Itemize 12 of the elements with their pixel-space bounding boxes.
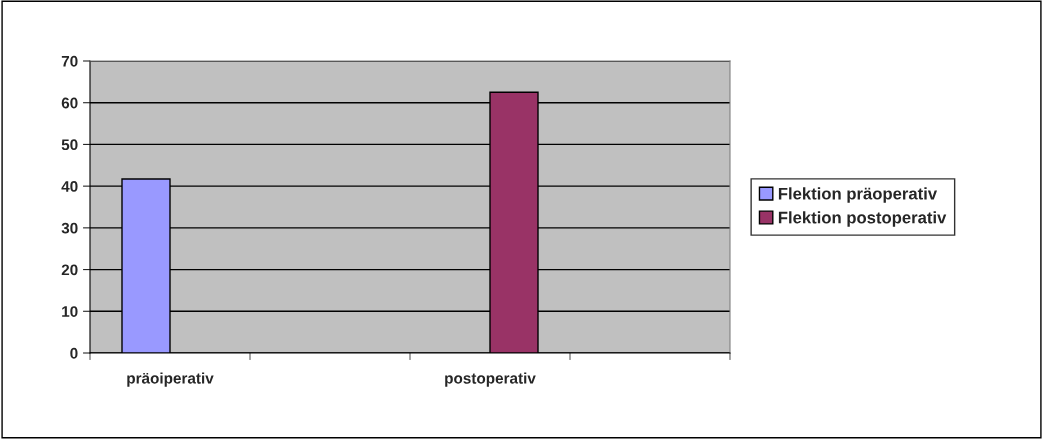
y-tick-label: 50	[61, 139, 78, 151]
y-tick-label: 20	[61, 264, 78, 276]
y-tick-label: 10	[62, 306, 78, 317]
x-tick-label: postoperativ	[445, 372, 536, 387]
legend-label: Flektion postoperativ	[778, 211, 947, 227]
y-tick-label: 60	[61, 97, 78, 109]
y-tick-label: 30	[61, 222, 78, 234]
y-tick-label: 70	[61, 55, 78, 67]
x-tick-label: präoiperativ	[127, 372, 214, 387]
y-tick-label: 40	[61, 181, 78, 192]
y-tick-label: 0	[70, 347, 78, 359]
legend-label: Flektion präoperativ	[778, 187, 938, 203]
